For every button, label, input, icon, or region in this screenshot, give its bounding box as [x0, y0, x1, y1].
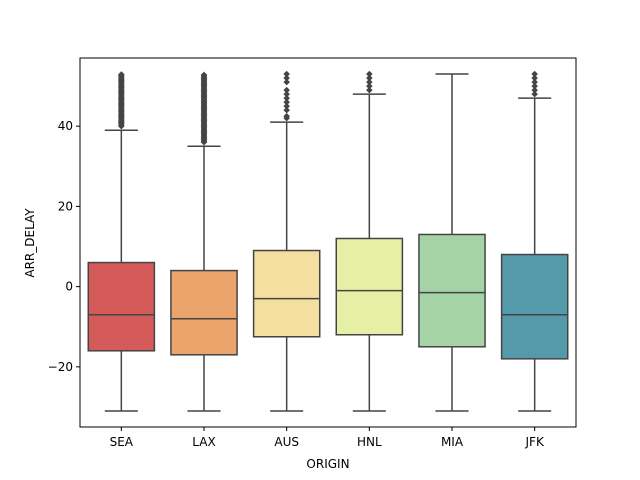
- y-tick-label: −20: [48, 360, 73, 374]
- outlier-lax: [200, 71, 208, 79]
- box-group-sea: [87, 71, 156, 412]
- box-sea: [87, 261, 156, 352]
- y-tick-label: 20: [58, 199, 73, 213]
- outlier-aus: [283, 112, 291, 120]
- box-group-hnl: [335, 70, 404, 412]
- x-axis-label: ORIGIN: [306, 457, 349, 471]
- x-tick-label: AUS: [274, 435, 299, 449]
- box-lax: [170, 269, 238, 356]
- box-hnl: [335, 237, 404, 336]
- x-tick-label: HNL: [357, 435, 382, 449]
- y-axis-label: ARR_DELAY: [23, 208, 37, 278]
- box-group-lax: [170, 71, 238, 412]
- box-group-jfk: [500, 70, 569, 412]
- outlier-aus: [283, 70, 291, 78]
- outlier-sea: [117, 71, 125, 78]
- outlier-jfk: [531, 70, 539, 78]
- box-mia: [418, 233, 486, 348]
- box-aus: [252, 249, 321, 338]
- x-tick-label: SEA: [110, 435, 134, 449]
- y-tick-label: 40: [58, 119, 73, 133]
- outlier-hnl: [365, 70, 373, 78]
- y-tick-label: 0: [65, 280, 73, 294]
- axes-layer: −20 0 20 40 SEA LAX AUS HNL MIA JFK: [48, 57, 577, 449]
- x-tick-label: LAX: [192, 435, 215, 449]
- box-group-mia: [418, 73, 486, 412]
- boxes-layer: [87, 70, 569, 412]
- box-group-aus: [252, 70, 321, 412]
- box-jfk: [500, 253, 569, 360]
- plot-frame: [79, 57, 577, 428]
- x-tick-label: JFK: [525, 435, 545, 449]
- x-tick-label: MIA: [441, 435, 464, 449]
- outlier-aus: [283, 86, 291, 94]
